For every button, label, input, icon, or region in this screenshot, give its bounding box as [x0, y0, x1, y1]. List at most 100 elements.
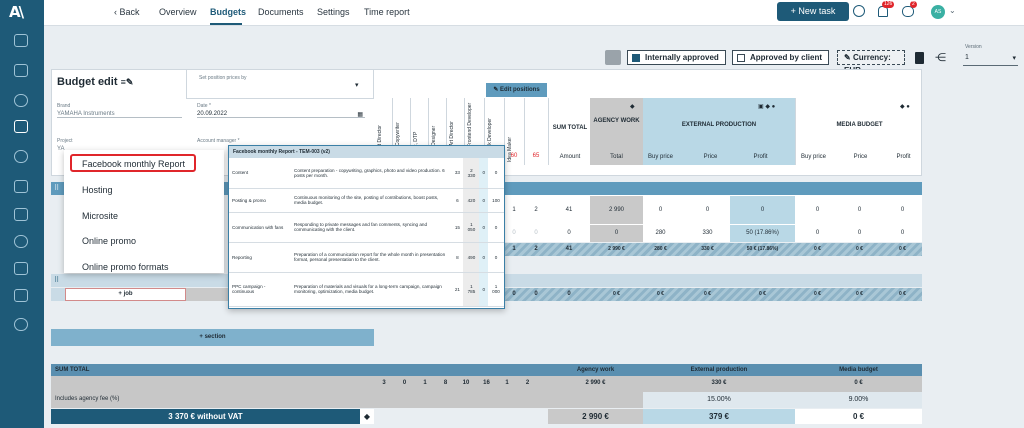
- new-task-button[interactable]: + New task: [777, 2, 849, 21]
- tooltip-row-name: Posting & promo: [229, 188, 291, 213]
- media-price-cell[interactable]: 0: [857, 230, 862, 236]
- copy-icon[interactable]: [14, 34, 28, 47]
- tab-budgets[interactable]: Budgets: [210, 7, 246, 17]
- dropdown-option-online-promo[interactable]: Online promo: [82, 236, 137, 246]
- avatar[interactable]: AS: [931, 5, 945, 19]
- chat-icon[interactable]: [902, 6, 914, 17]
- building-icon[interactable]: [14, 180, 28, 193]
- app-logo[interactable]: A\: [9, 3, 24, 21]
- amount-label: Amount: [559, 154, 581, 160]
- hours-cell[interactable]: 2: [534, 207, 538, 213]
- checkbox-checked: [632, 54, 640, 62]
- tooltip-row-external: 0: [479, 158, 488, 189]
- total-ext-price-cell: 330 €: [701, 246, 714, 252]
- dropdown-option-facebook-monthly-report[interactable]: Facebook monthly Report: [82, 159, 186, 169]
- hours-cell[interactable]: 0: [512, 230, 516, 236]
- dropdown-option-hosting[interactable]: Hosting: [82, 185, 113, 195]
- tag-icon[interactable]: ◆: [630, 104, 635, 110]
- calendar-icon[interactable]: [14, 262, 28, 275]
- summary-agency-header: Agency work: [548, 364, 643, 376]
- ext-buy-price-cell[interactable]: 0: [658, 207, 663, 213]
- eye-icon[interactable]: [605, 50, 621, 65]
- date-field[interactable]: 20.09.2022 ▦: [197, 111, 365, 118]
- piggy-bank-icon[interactable]: [14, 150, 28, 163]
- euro-icon[interactable]: [14, 94, 28, 107]
- tab-overview[interactable]: Overview: [159, 7, 197, 17]
- total-amount-cell: 41: [565, 246, 573, 252]
- tooltip-row-description: Content preparation - copywriting, graph…: [291, 158, 452, 189]
- ext-price-cell[interactable]: 0: [705, 207, 710, 213]
- grand-total: 3 370 € without VAT: [51, 409, 360, 424]
- dropdown-option-online-promo-formats[interactable]: Online promo formats: [82, 262, 169, 272]
- tab-time-report[interactable]: Time report: [364, 7, 410, 17]
- total-media-profit-cell: 0 €: [899, 291, 906, 297]
- project-value[interactable]: YA: [57, 146, 65, 152]
- media-profit-cell: 0: [900, 230, 905, 236]
- media-profit-cell: 0: [900, 207, 905, 213]
- section-total-bg: [505, 288, 922, 301]
- clock-icon[interactable]: [14, 235, 28, 248]
- media-buy-price-cell[interactable]: 0: [815, 230, 820, 236]
- external-production-icons[interactable]: ▣ ◆ ●: [758, 104, 776, 110]
- summary-media-value: 0 €: [854, 380, 863, 386]
- total-ext-profit-cell: 0 €: [759, 291, 766, 297]
- drag-handle-icon[interactable]: ⠿: [54, 277, 60, 284]
- back-link[interactable]: ‹ Back: [114, 7, 140, 17]
- price-setting-select[interactable]: Set position prices by ▾: [186, 69, 374, 99]
- contact-card-icon[interactable]: [14, 208, 28, 221]
- tooltip-row-media: 0: [488, 242, 504, 273]
- version-select[interactable]: 1 ▾: [963, 52, 1018, 66]
- total-media-buy-cell: 0 €: [814, 291, 821, 297]
- summary-media-header: Media budget: [795, 364, 922, 376]
- hours-cell[interactable]: 0: [534, 230, 538, 236]
- notification-badge: 126: [882, 1, 895, 8]
- dashboard-icon[interactable]: [14, 120, 28, 133]
- edit-positions-button[interactable]: ✎ Edit positions: [486, 83, 547, 97]
- currency-selector[interactable]: ✎ Currency: EUR: [837, 50, 905, 75]
- sort-edit-icon[interactable]: ≡✎: [120, 77, 134, 87]
- media-budget-icons[interactable]: ◆ ●: [900, 104, 910, 110]
- version-value: 1: [965, 54, 969, 61]
- buy-price-label: Buy price: [648, 154, 674, 160]
- tooltip-row-description: Continuous monitoring of the site, posti…: [291, 188, 452, 213]
- tooltip-row-price: 1 785: [463, 272, 480, 307]
- ext-price-cell[interactable]: 330: [702, 230, 713, 236]
- tab-settings[interactable]: Settings: [317, 7, 350, 17]
- users-icon[interactable]: [14, 318, 28, 331]
- total-ext-price-cell: 0 €: [704, 291, 711, 297]
- tooltip-row: PPC campaign - continuous Preparation of …: [229, 272, 504, 307]
- agency-total-cell: 0: [614, 230, 619, 236]
- add-job-button[interactable]: + job: [65, 288, 186, 301]
- includes-fee-label: Includes agency fee (%): [55, 396, 120, 402]
- summary-title: SUM TOTAL: [51, 364, 548, 376]
- add-section-button[interactable]: + section: [51, 329, 374, 346]
- drag-handle-icon[interactable]: ⠿: [54, 185, 60, 192]
- share-icon[interactable]: ⋲: [935, 52, 946, 64]
- profit-cell-bg: [730, 225, 795, 242]
- total-media-price-cell: 0 €: [856, 291, 863, 297]
- tooltip-row-hours: 15: [451, 212, 464, 243]
- calendar-icon[interactable]: ▦: [357, 112, 363, 118]
- approved-by-client-checkbox[interactable]: Approved by client: [732, 50, 829, 65]
- tag-icon[interactable]: ◆: [360, 409, 374, 424]
- media-price-cell[interactable]: 0: [857, 207, 862, 213]
- dropdown-option-microsite[interactable]: Microsite: [82, 211, 119, 221]
- internally-approved-checkbox[interactable]: Internally approved: [627, 50, 726, 65]
- document-icon[interactable]: [14, 289, 28, 302]
- page-title: Budget edit ≡✎: [57, 76, 133, 88]
- timer-icon[interactable]: [853, 5, 865, 17]
- layers-icon[interactable]: [14, 64, 28, 77]
- brand-field[interactable]: YAMAHA Instruments: [57, 111, 182, 118]
- amount-cell: 41: [565, 207, 573, 213]
- chevron-down-icon[interactable]: ⌄: [949, 6, 956, 15]
- tab-documents[interactable]: Documents: [258, 7, 304, 17]
- template-dropdown: Facebook monthly Report Hosting Microsit…: [64, 150, 224, 273]
- duplicate-icon[interactable]: [915, 52, 924, 64]
- external-fee-cell[interactable]: 15.00%: [643, 392, 795, 408]
- media-fee-cell[interactable]: 9.00%: [795, 392, 922, 408]
- ext-buy-price-cell[interactable]: 280: [655, 230, 666, 236]
- summary-role-count: 10: [462, 380, 470, 386]
- hours-cell[interactable]: 1: [512, 207, 516, 213]
- media-buy-price-cell[interactable]: 0: [815, 207, 820, 213]
- tooltip-row-hours: 8: [451, 242, 464, 273]
